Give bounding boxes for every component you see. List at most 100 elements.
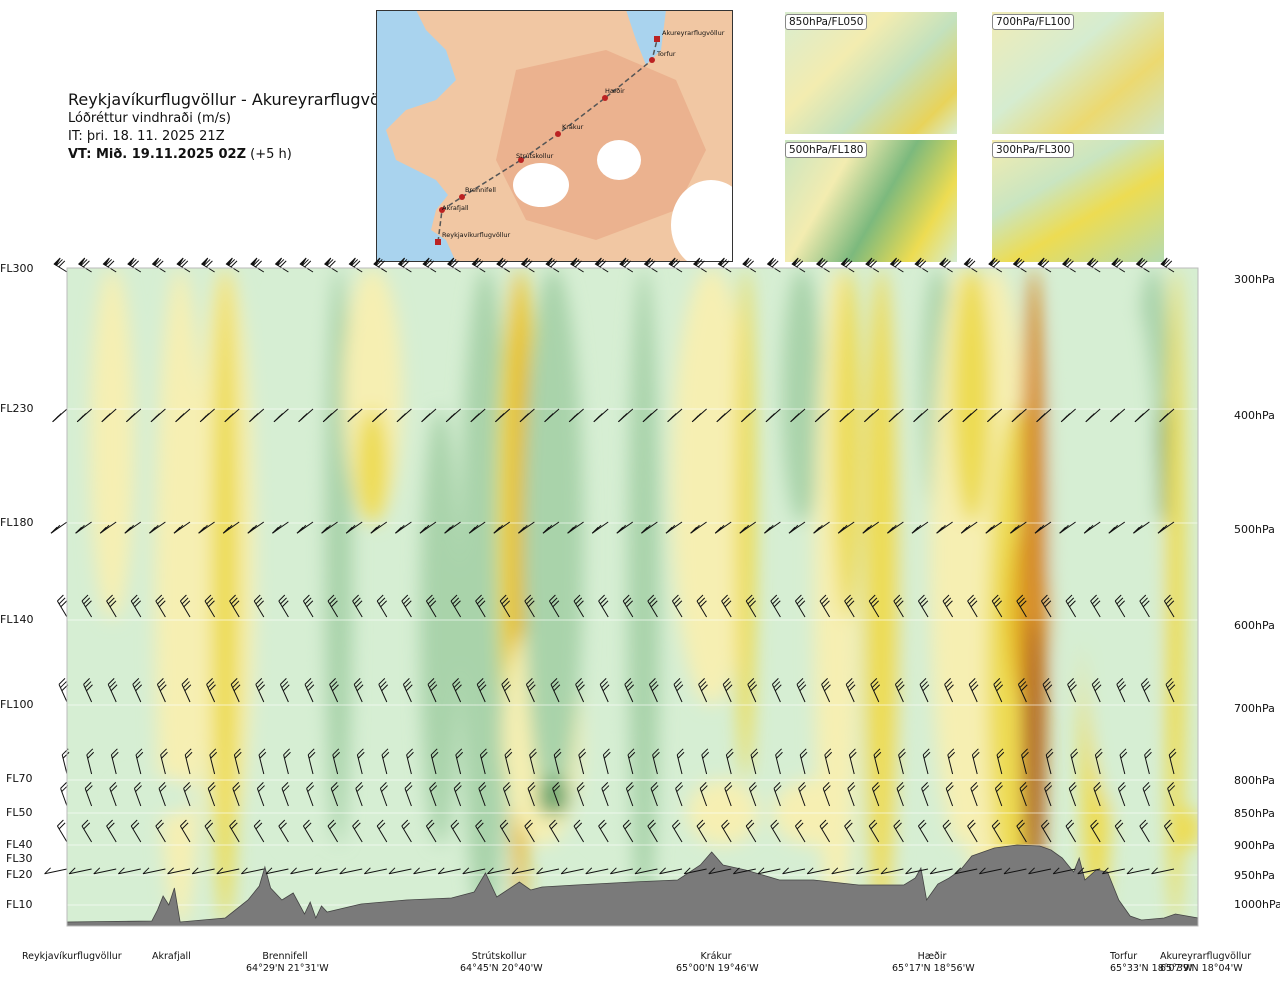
wind-barb bbox=[353, 678, 364, 703]
wind-barb bbox=[527, 782, 536, 807]
wind-barb bbox=[775, 748, 783, 775]
inset-700[interactable] bbox=[992, 12, 1164, 134]
wind-barb bbox=[837, 521, 855, 534]
waypoint-torfur-marker bbox=[649, 57, 655, 63]
wind-barb bbox=[1139, 594, 1150, 618]
wind-barb bbox=[206, 678, 216, 703]
wind-barb bbox=[379, 782, 388, 807]
wind-barb bbox=[524, 594, 535, 618]
inset-850[interactable] bbox=[785, 12, 957, 134]
wind-barb bbox=[258, 748, 267, 775]
wind-barb bbox=[183, 782, 192, 807]
wind-barb bbox=[204, 594, 216, 618]
wind-barb bbox=[130, 819, 142, 843]
wind-barb bbox=[1091, 678, 1102, 703]
wind-barb bbox=[585, 867, 609, 875]
wind-barb bbox=[979, 867, 1002, 875]
wind-barb bbox=[1003, 867, 1027, 875]
wind-barb bbox=[936, 521, 953, 534]
wind-barb bbox=[1065, 819, 1077, 843]
velocity-cell-moderate_down bbox=[627, 268, 660, 926]
wind-barb bbox=[479, 748, 488, 775]
wind-barb bbox=[798, 782, 807, 807]
route-waypoints: Akureyrarflugvöllur Torfur Hæðir Krákur … bbox=[435, 29, 725, 245]
wind-barb bbox=[475, 594, 486, 618]
wind-barb bbox=[1016, 819, 1027, 843]
wind-barb bbox=[272, 521, 289, 534]
wind-barb bbox=[750, 748, 759, 775]
inset-500[interactable] bbox=[785, 140, 957, 262]
wind-barb bbox=[388, 867, 412, 875]
wind-barb bbox=[1142, 782, 1151, 807]
wind-barb bbox=[824, 748, 833, 775]
wind-barb bbox=[1060, 408, 1076, 423]
wind-barb bbox=[647, 819, 658, 843]
wind-barb bbox=[1110, 408, 1126, 423]
wind-barb bbox=[502, 782, 511, 807]
map-bay bbox=[626, 10, 666, 65]
wind-barb bbox=[529, 748, 537, 775]
wind-barb bbox=[278, 819, 289, 843]
wind-barb bbox=[591, 521, 609, 534]
wind-barb bbox=[124, 521, 142, 534]
wind-barb bbox=[993, 678, 1004, 703]
inset-300[interactable] bbox=[992, 140, 1164, 262]
wind-barb bbox=[496, 257, 511, 273]
wind-barb bbox=[247, 521, 265, 534]
fl-label-10: FL10 bbox=[6, 898, 33, 911]
wind-barb bbox=[1044, 782, 1053, 807]
wind-barb bbox=[673, 678, 684, 703]
wind-barb bbox=[1163, 819, 1175, 843]
wind-barb bbox=[962, 408, 978, 423]
wind-barb bbox=[896, 782, 905, 807]
wind-barb bbox=[771, 678, 782, 703]
wind-barb bbox=[616, 521, 634, 534]
wind-barb bbox=[870, 678, 881, 703]
wind-barb bbox=[278, 594, 289, 618]
wind-barb bbox=[279, 678, 290, 703]
wind-barb bbox=[355, 782, 364, 807]
hpa-label-1000: 1000hPa bbox=[1234, 898, 1280, 911]
wind-barb bbox=[102, 257, 117, 273]
wind-barb bbox=[468, 521, 486, 534]
wind-barb bbox=[887, 521, 904, 534]
wind-barb bbox=[1094, 748, 1103, 775]
hpa-label-700: 700hPa bbox=[1234, 702, 1275, 715]
fl-label-140: FL140 bbox=[0, 613, 34, 626]
wind-barb bbox=[191, 867, 215, 875]
map-border bbox=[376, 10, 733, 262]
wind-barb bbox=[622, 594, 634, 618]
waypoint-akureyri-marker bbox=[654, 36, 660, 42]
wind-barb bbox=[862, 521, 880, 534]
wind-barb bbox=[794, 594, 806, 618]
glacier-vatnajokull bbox=[671, 180, 733, 262]
wind-barb bbox=[56, 819, 68, 843]
wind-barb bbox=[1102, 867, 1125, 875]
wind-barb bbox=[831, 867, 855, 875]
wind-barb bbox=[898, 748, 906, 775]
wind-barb bbox=[511, 867, 535, 875]
wind-barb bbox=[93, 867, 117, 875]
wind-barb bbox=[450, 819, 462, 843]
wind-barb bbox=[179, 819, 191, 843]
wind-barb bbox=[86, 748, 95, 775]
wind-barb bbox=[135, 748, 144, 775]
waypoint-brennifell-marker bbox=[459, 194, 465, 200]
wind-barb bbox=[1108, 521, 1126, 534]
wind-barb bbox=[1085, 408, 1101, 423]
wind-barb bbox=[1016, 594, 1027, 618]
velocity-cell-moderate_up bbox=[951, 268, 992, 523]
wind-barb bbox=[622, 819, 634, 843]
wind-barb bbox=[56, 594, 68, 618]
wind-barb bbox=[83, 678, 93, 703]
waypoint-label-brennifell: Brennifell 64°29'N 21°31'W bbox=[246, 951, 329, 975]
fl-label-300: FL300 bbox=[0, 262, 34, 275]
wind-barb bbox=[471, 257, 486, 273]
wind-barb bbox=[788, 521, 806, 534]
wind-barb bbox=[698, 678, 708, 703]
waypoint-name: Strútskollur bbox=[471, 951, 527, 962]
initial-time: IT: þri. 18. 11. 2025 21Z bbox=[68, 129, 225, 144]
wind-barb bbox=[347, 408, 363, 423]
wind-barb bbox=[452, 678, 462, 703]
wind-barb bbox=[133, 782, 142, 807]
